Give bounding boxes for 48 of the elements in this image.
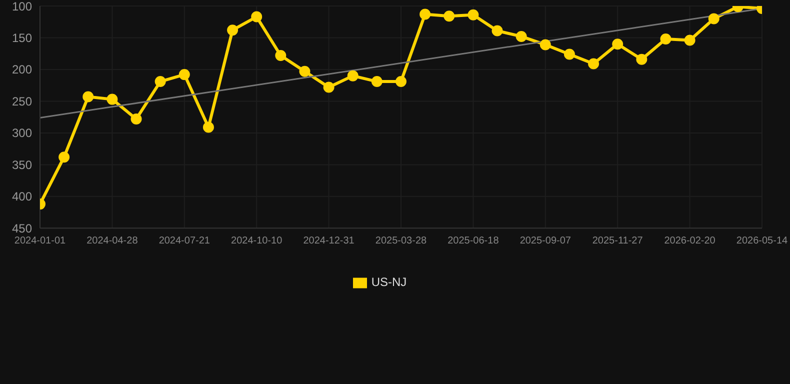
point (492, 25, 503, 36)
point (444, 10, 455, 22)
point (708, 13, 720, 24)
point (516, 30, 527, 42)
point (202, 122, 214, 133)
x-tick-label: 2024-07-21 (158, 235, 210, 246)
point (106, 94, 118, 105)
point (684, 34, 696, 46)
x-tick-label: 2024-12-31 (303, 235, 355, 246)
x-tick-label: 2024-10-10 (231, 235, 283, 246)
point (227, 24, 238, 36)
point (154, 76, 166, 88)
x-tick-label: 2025-11-27 (592, 235, 644, 246)
point (660, 34, 672, 45)
point (540, 39, 551, 50)
y-tick-label: 150 (12, 31, 32, 45)
point (178, 69, 190, 80)
point (82, 91, 94, 102)
point (58, 152, 70, 163)
x-tick-label: 2024-01-01 (14, 235, 66, 246)
point (275, 50, 286, 62)
point (564, 48, 575, 60)
x-tick-label: 2026-05-14 (736, 235, 788, 246)
x-tick-label: 2024-04-28 (86, 235, 138, 246)
y-tick-label: 350 (12, 158, 32, 172)
y-tick-label: 250 (12, 94, 32, 108)
x-tick-label: 2026-02-20 (664, 235, 716, 246)
y-tick-label: 400 (12, 190, 32, 204)
point (420, 8, 431, 20)
y-tick-label: 450 (12, 221, 32, 236)
point (636, 54, 648, 65)
x-tick-label: 2025-09-07 (520, 235, 572, 246)
point (468, 9, 479, 20)
y-tick-label: 200 (12, 62, 32, 77)
point (371, 76, 382, 88)
point (612, 38, 624, 50)
x-tick-label: 2025-06-18 (448, 235, 500, 246)
x-tick-label: 2025-03-28 (375, 235, 428, 246)
point (299, 66, 310, 77)
point (396, 76, 406, 88)
y-tick-label: 100 (12, 0, 32, 14)
point (323, 82, 334, 93)
legend-label: US-NJ (371, 275, 407, 289)
point (347, 70, 358, 82)
point (251, 11, 262, 22)
y-tick-label: 300 (12, 126, 32, 140)
point (588, 58, 600, 70)
point (130, 113, 142, 124)
